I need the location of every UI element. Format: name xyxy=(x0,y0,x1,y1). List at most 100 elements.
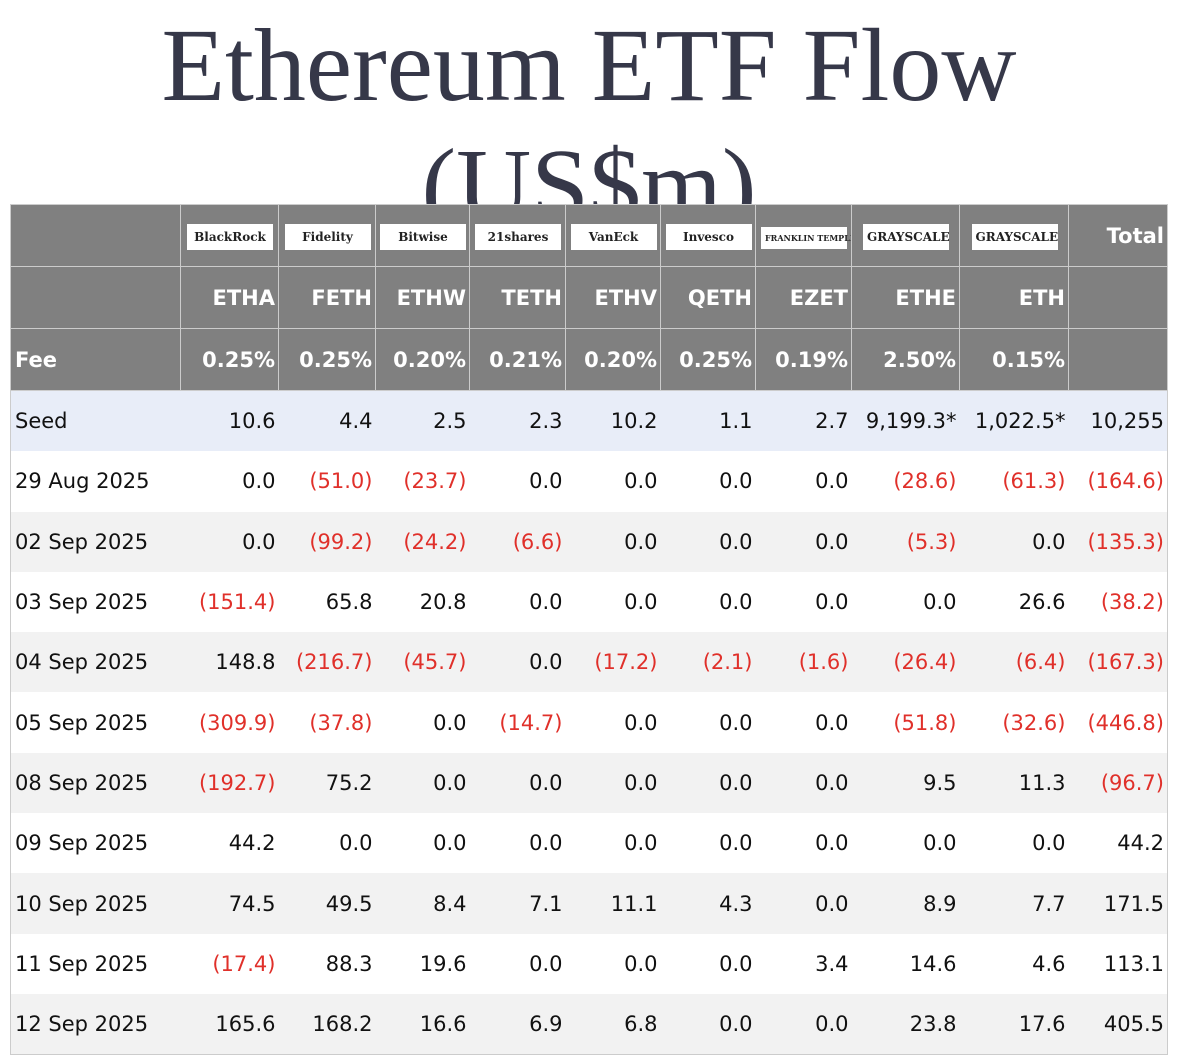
issuer-logo: Invesco xyxy=(665,223,752,250)
fee-row: Fee 0.25% 0.25% 0.20% 0.21% 0.20% 0.25% 0.19% 2.… xyxy=(10,328,1168,391)
ticker: ETH xyxy=(959,266,1069,329)
row-label: 09 Sep 2025 xyxy=(15,831,149,856)
flow-value: 65.8 xyxy=(325,590,373,615)
flow-value: (1.6) xyxy=(798,650,849,675)
flow-value: (51.0) xyxy=(309,469,373,494)
flow-value: 0.0 xyxy=(815,770,849,795)
flow-value: (216.7) xyxy=(295,650,373,675)
issuer-cell: Invesco xyxy=(660,204,756,267)
flow-value: 0.0 xyxy=(624,710,658,735)
flow-value: 0.0 xyxy=(433,770,467,795)
flow-value: (5.3) xyxy=(906,529,957,554)
ticker: QETH xyxy=(660,266,756,329)
issuer-logo: VanEck xyxy=(570,223,657,250)
row-label: 29 Aug 2025 xyxy=(15,469,150,494)
flow-table: BlackRock Fidelity Bitwise 21shares VanEck In… xyxy=(10,204,1168,1055)
flow-value: 0.0 xyxy=(719,710,753,735)
flow-value: (17.4) xyxy=(212,951,276,976)
flow-value: 23.8 xyxy=(909,1012,957,1037)
issuer-cell: VanEck xyxy=(565,204,661,267)
flow-value: 3.4 xyxy=(815,951,849,976)
flow-value: 0.0 xyxy=(529,590,563,615)
flow-value: 8.4 xyxy=(433,891,467,916)
flow-value: 168.2 xyxy=(312,1012,373,1037)
flow-value: 0.0 xyxy=(1032,831,1066,856)
row-label: 05 Sep 2025 xyxy=(15,710,149,735)
issuer-logo: Fidelity xyxy=(284,223,371,250)
flow-value: 0.0 xyxy=(815,891,849,916)
issuer-cell: GRAYSCALE xyxy=(959,204,1069,267)
issuer-cell: Fidelity xyxy=(278,204,376,267)
flow-value: 9,199.3* xyxy=(865,409,957,434)
flow-value: 0.0 xyxy=(719,770,753,795)
flow-value: (135.3) xyxy=(1087,529,1164,554)
flow-value: 11.1 xyxy=(610,891,658,916)
flow-value: 0.0 xyxy=(624,951,658,976)
data-row: 08 Sep 2025 (192.7) 75.2 0.0 0.0 0.0 0.0 0.0 9.5… xyxy=(10,752,1168,814)
flow-value: 165.6 xyxy=(215,1012,276,1037)
flow-value: 0.0 xyxy=(719,831,753,856)
fee: 0.19% xyxy=(755,328,852,391)
flow-value: (14.7) xyxy=(499,710,563,735)
row-label: Seed xyxy=(15,409,68,434)
issuer-logo: 21shares xyxy=(475,223,561,250)
flow-value: 19.6 xyxy=(419,951,467,976)
flow-value: (6.4) xyxy=(1015,650,1066,675)
issuer-logo: Bitwise xyxy=(380,223,466,250)
flow-value: 2.5 xyxy=(433,409,467,434)
data-row: 05 Sep 2025 (309.9) (37.8) 0.0 (14.7) 0.0 0.0 0… xyxy=(10,692,1168,753)
flow-value: 0.0 xyxy=(815,590,849,615)
flow-value: 74.5 xyxy=(228,891,276,916)
flow-value: (446.8) xyxy=(1087,710,1164,735)
page-title: Ethereum ETF Flow (US$m) xyxy=(161,8,1017,243)
ticker: ETHE xyxy=(851,266,960,329)
flow-value: 4.4 xyxy=(339,409,373,434)
flow-value: 26.6 xyxy=(1018,590,1066,615)
flow-value: 14.6 xyxy=(909,951,957,976)
ticker: EZET xyxy=(755,266,852,329)
data-row: 09 Sep 2025 44.2 0.0 0.0 0.0 0.0 0.0 0.0 0.0 0.0 4… xyxy=(10,813,1168,874)
data-row: Seed 10.6 4.4 2.5 2.3 10.2 1.1 2.7 9,199.3* 1,022… xyxy=(10,390,1168,452)
flow-value: (99.2) xyxy=(309,529,373,554)
ticker: ETHW xyxy=(375,266,470,329)
issuer-cell: 21shares xyxy=(469,204,566,267)
flow-value: 2.3 xyxy=(529,409,563,434)
flow-value: 0.0 xyxy=(719,590,753,615)
flow-value: 0.0 xyxy=(624,770,658,795)
flow-value: (6.6) xyxy=(512,529,563,554)
flow-value: 0.0 xyxy=(529,951,563,976)
fee: 0.20% xyxy=(565,328,661,391)
flow-value: 0.0 xyxy=(242,529,276,554)
data-row: 29 Aug 2025 0.0 (51.0) (23.7) 0.0 0.0 0.0 0.0 (2… xyxy=(10,451,1168,512)
fee: 0.21% xyxy=(469,328,566,391)
issuer-cell: Bitwise xyxy=(375,204,470,267)
flow-value: 1,022.5* xyxy=(974,409,1066,434)
flow-value: 1.1 xyxy=(719,409,753,434)
flow-value: (28.6) xyxy=(893,469,957,494)
flow-value: 0.0 xyxy=(624,831,658,856)
issuer-logo: BlackRock xyxy=(187,223,273,250)
flow-value: 0.0 xyxy=(815,710,849,735)
row-label: 04 Sep 2025 xyxy=(15,650,149,675)
flow-value: 0.0 xyxy=(815,831,849,856)
flow-value: 10.2 xyxy=(610,409,658,434)
table-cell xyxy=(10,266,181,329)
flow-value: 0.0 xyxy=(529,650,563,675)
issuer-logo: FRANKLIN TEMPLETON xyxy=(761,227,852,249)
data-row: 12 Sep 2025 165.6 168.2 16.6 6.9 6.8 0.0 0.0 23.… xyxy=(10,993,1168,1055)
data-row: 03 Sep 2025 (151.4) 65.8 20.8 0.0 0.0 0.0 0.0 0.… xyxy=(10,571,1168,633)
fee: 0.25% xyxy=(278,328,376,391)
ticker: TETH xyxy=(469,266,566,329)
flow-value: 0.0 xyxy=(624,590,658,615)
flow-value: 0.0 xyxy=(1032,529,1066,554)
flow-value: 6.9 xyxy=(529,1012,563,1037)
row-label: 12 Sep 2025 xyxy=(15,1012,149,1037)
issuer-cell: FRANKLIN TEMPLETON xyxy=(755,204,852,267)
issuer-logo: GRAYSCALE xyxy=(971,223,1058,250)
flow-value: 4.6 xyxy=(1032,951,1066,976)
table-cell xyxy=(10,204,181,267)
data-row: 10 Sep 2025 74.5 49.5 8.4 7.1 11.1 4.3 0.0 8.9 7.… xyxy=(10,873,1168,934)
row-label: 08 Sep 2025 xyxy=(15,770,149,795)
flow-value: 0.0 xyxy=(719,469,753,494)
